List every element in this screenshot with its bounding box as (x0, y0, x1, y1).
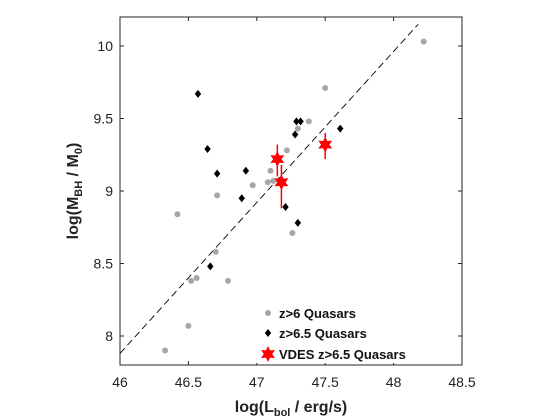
x-tick-label: 47.5 (312, 374, 339, 390)
x-tick-label: 46.5 (175, 374, 202, 390)
legend-marker-z6 (265, 310, 271, 316)
point-z65 (337, 124, 344, 133)
point-z6 (270, 177, 277, 184)
point-z65 (204, 144, 211, 153)
y-tick-label: 8 (105, 328, 113, 344)
legend-label: VDES z>6.5 Quasars (279, 347, 406, 362)
y-axis-label-mid: / M (65, 154, 82, 181)
data-points (162, 38, 427, 354)
legend-box (252, 301, 458, 363)
y-tick-label: 8.5 (94, 256, 114, 272)
y-axis-label-sub2: 0 (73, 148, 85, 154)
fit-line (119, 23, 419, 354)
point-vdes (274, 174, 289, 191)
y-axis-label-rest: ) (65, 143, 82, 148)
legend: z>6 Quasars z>6.5 Quasars VDES z>6.5 Quasa… (252, 301, 458, 363)
point-z6 (162, 347, 169, 354)
point-z6 (188, 277, 195, 284)
point-z65 (293, 117, 300, 126)
point-z65 (207, 262, 214, 271)
y-axis-label-sub: BH (73, 181, 85, 197)
point-z6 (193, 275, 200, 281)
point-z6 (174, 211, 181, 218)
y-tick-label: 10 (97, 38, 113, 54)
y-axis-label: log(MBH / M0) (65, 143, 85, 240)
legend-marker-vdes (261, 346, 275, 362)
y-tick-label: 9 (105, 183, 113, 199)
point-z6 (283, 147, 290, 154)
x-axis-label-sub: bol (274, 407, 291, 419)
point-z6 (420, 38, 427, 45)
point-z65 (297, 117, 304, 126)
point-z6 (267, 167, 274, 174)
point-z6 (225, 277, 232, 284)
point-z6 (322, 85, 329, 92)
legend-label: z>6 Quasars (279, 306, 356, 321)
point-z6 (214, 192, 221, 199)
x-tick-label: 48 (386, 374, 402, 390)
point-vdes (270, 151, 285, 168)
point-z65 (213, 169, 221, 178)
x-tick-label: 47 (249, 374, 265, 390)
y-axis-label-main: log(M (65, 197, 82, 240)
point-z65 (294, 218, 302, 227)
x-axis-label-rest: / erg/s) (290, 399, 347, 416)
legend-marker-z65 (264, 329, 272, 337)
fit-line-group (119, 23, 419, 354)
point-z6 (294, 125, 301, 132)
tick-labels: 46 46.5 47 47.5 48 48.5 8 8.5 9 9.5 10 (94, 38, 476, 390)
x-axis-label: log(Lbol / erg/s) (235, 399, 348, 419)
legend-label: z>6.5 Quasars (279, 326, 367, 341)
point-z65 (242, 166, 250, 175)
point-z65 (282, 202, 289, 211)
y-tick-label: 9.5 (94, 111, 114, 127)
point-z6 (289, 230, 296, 237)
point-z65 (238, 194, 245, 203)
point-z6 (185, 322, 192, 329)
x-tick-label: 46 (112, 374, 128, 390)
point-z65 (291, 130, 299, 139)
point-vdes (318, 136, 333, 153)
point-z6 (212, 248, 219, 255)
x-tick-label: 48.5 (448, 374, 475, 390)
x-axis-label-main: log(L (235, 399, 274, 416)
point-z6 (305, 118, 312, 125)
point-z6 (264, 179, 271, 186)
point-z6 (249, 182, 256, 189)
point-z65 (194, 89, 202, 98)
